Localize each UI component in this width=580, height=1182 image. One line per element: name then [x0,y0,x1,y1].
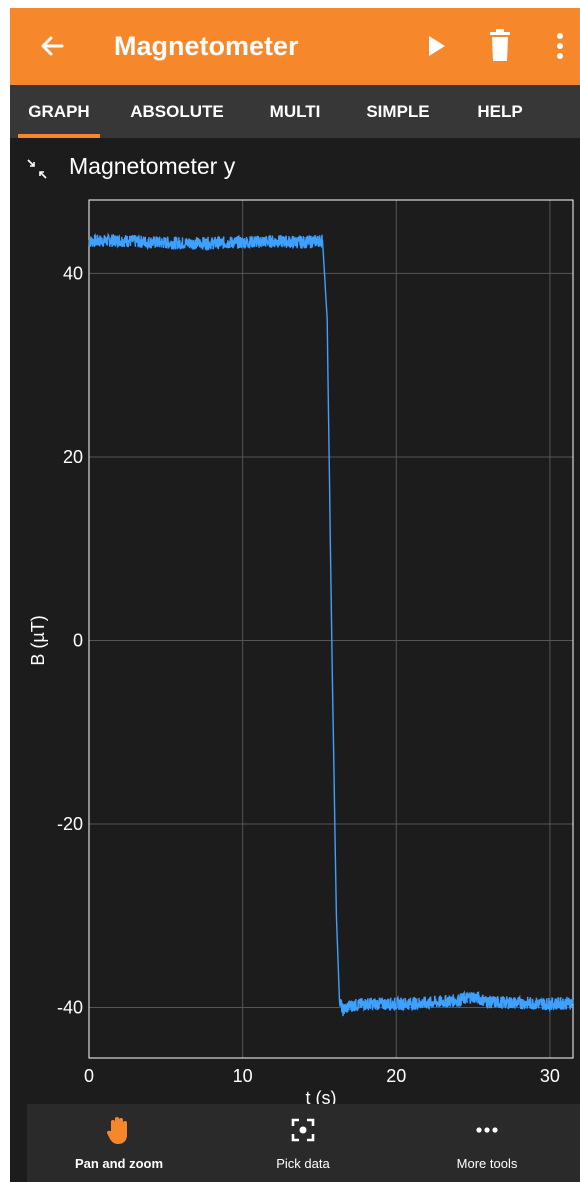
series-line-magnetometer-y [88,232,574,1017]
x-tick-label: 30 [540,1066,560,1086]
tab-simple[interactable]: SIMPLE [366,102,430,121]
y-tick-label: 0 [73,630,83,650]
back-arrow-icon[interactable] [36,30,68,62]
more-horiz-icon [476,1127,498,1133]
plot-frame [88,199,574,1059]
more-tools-button[interactable]: More tools [395,1104,579,1182]
pick-data-label: Pick data [276,1156,330,1171]
hand-icon [106,1117,127,1144]
y-tick-label: -20 [57,814,83,834]
y-tick-label: -40 [57,998,83,1018]
x-tick-label: 20 [386,1066,406,1086]
tab-graph[interactable]: GRAPH [18,85,100,138]
more-tools-label: More tools [456,1156,518,1171]
tab-absolute[interactable]: ABSOLUTE [130,102,224,121]
play-icon[interactable] [420,30,452,62]
tab-help[interactable]: HELP [477,102,523,121]
pan-zoom-button[interactable]: Pan and zoom [27,1104,211,1182]
pick-data-icon [291,1118,315,1142]
tab-bar: GRAPH ABSOLUTE MULTI SIMPLE HELP [10,85,580,138]
x-axis-label: t (s) [306,1088,337,1104]
y-tick-label: 20 [63,447,83,467]
bottom-toolbar: Pan and zoom Pick data More tools [27,1104,580,1182]
y-tick-label: 40 [63,263,83,283]
tab-multi[interactable]: MULTI [269,102,321,121]
y-axis-label: B (µT) [28,615,48,665]
app-title: Magnetometer [114,31,299,61]
graph-header: Magnetometer y [10,138,580,194]
x-tick-label: 10 [233,1066,253,1086]
screen: Magnetometer GRAPH ABSOLUTE MULTI SIMPLE… [10,8,580,1182]
collapse-icon[interactable] [26,158,48,180]
more-vert-icon[interactable] [548,28,572,64]
pan-zoom-label: Pan and zoom [74,1156,164,1171]
tick-labels: 0 10 20 30 -40 -20 0 20 40 [57,263,560,1086]
app-bar: Magnetometer [10,8,580,85]
chart-grid [89,200,573,1058]
trash-icon[interactable] [484,28,516,64]
pick-data-button[interactable]: Pick data [211,1104,395,1182]
chart[interactable]: 0 10 20 30 -40 -20 0 20 40 t (s) B (µT) [10,194,580,1104]
graph-title: Magnetometer y [69,153,236,179]
x-tick-label: 0 [84,1066,94,1086]
